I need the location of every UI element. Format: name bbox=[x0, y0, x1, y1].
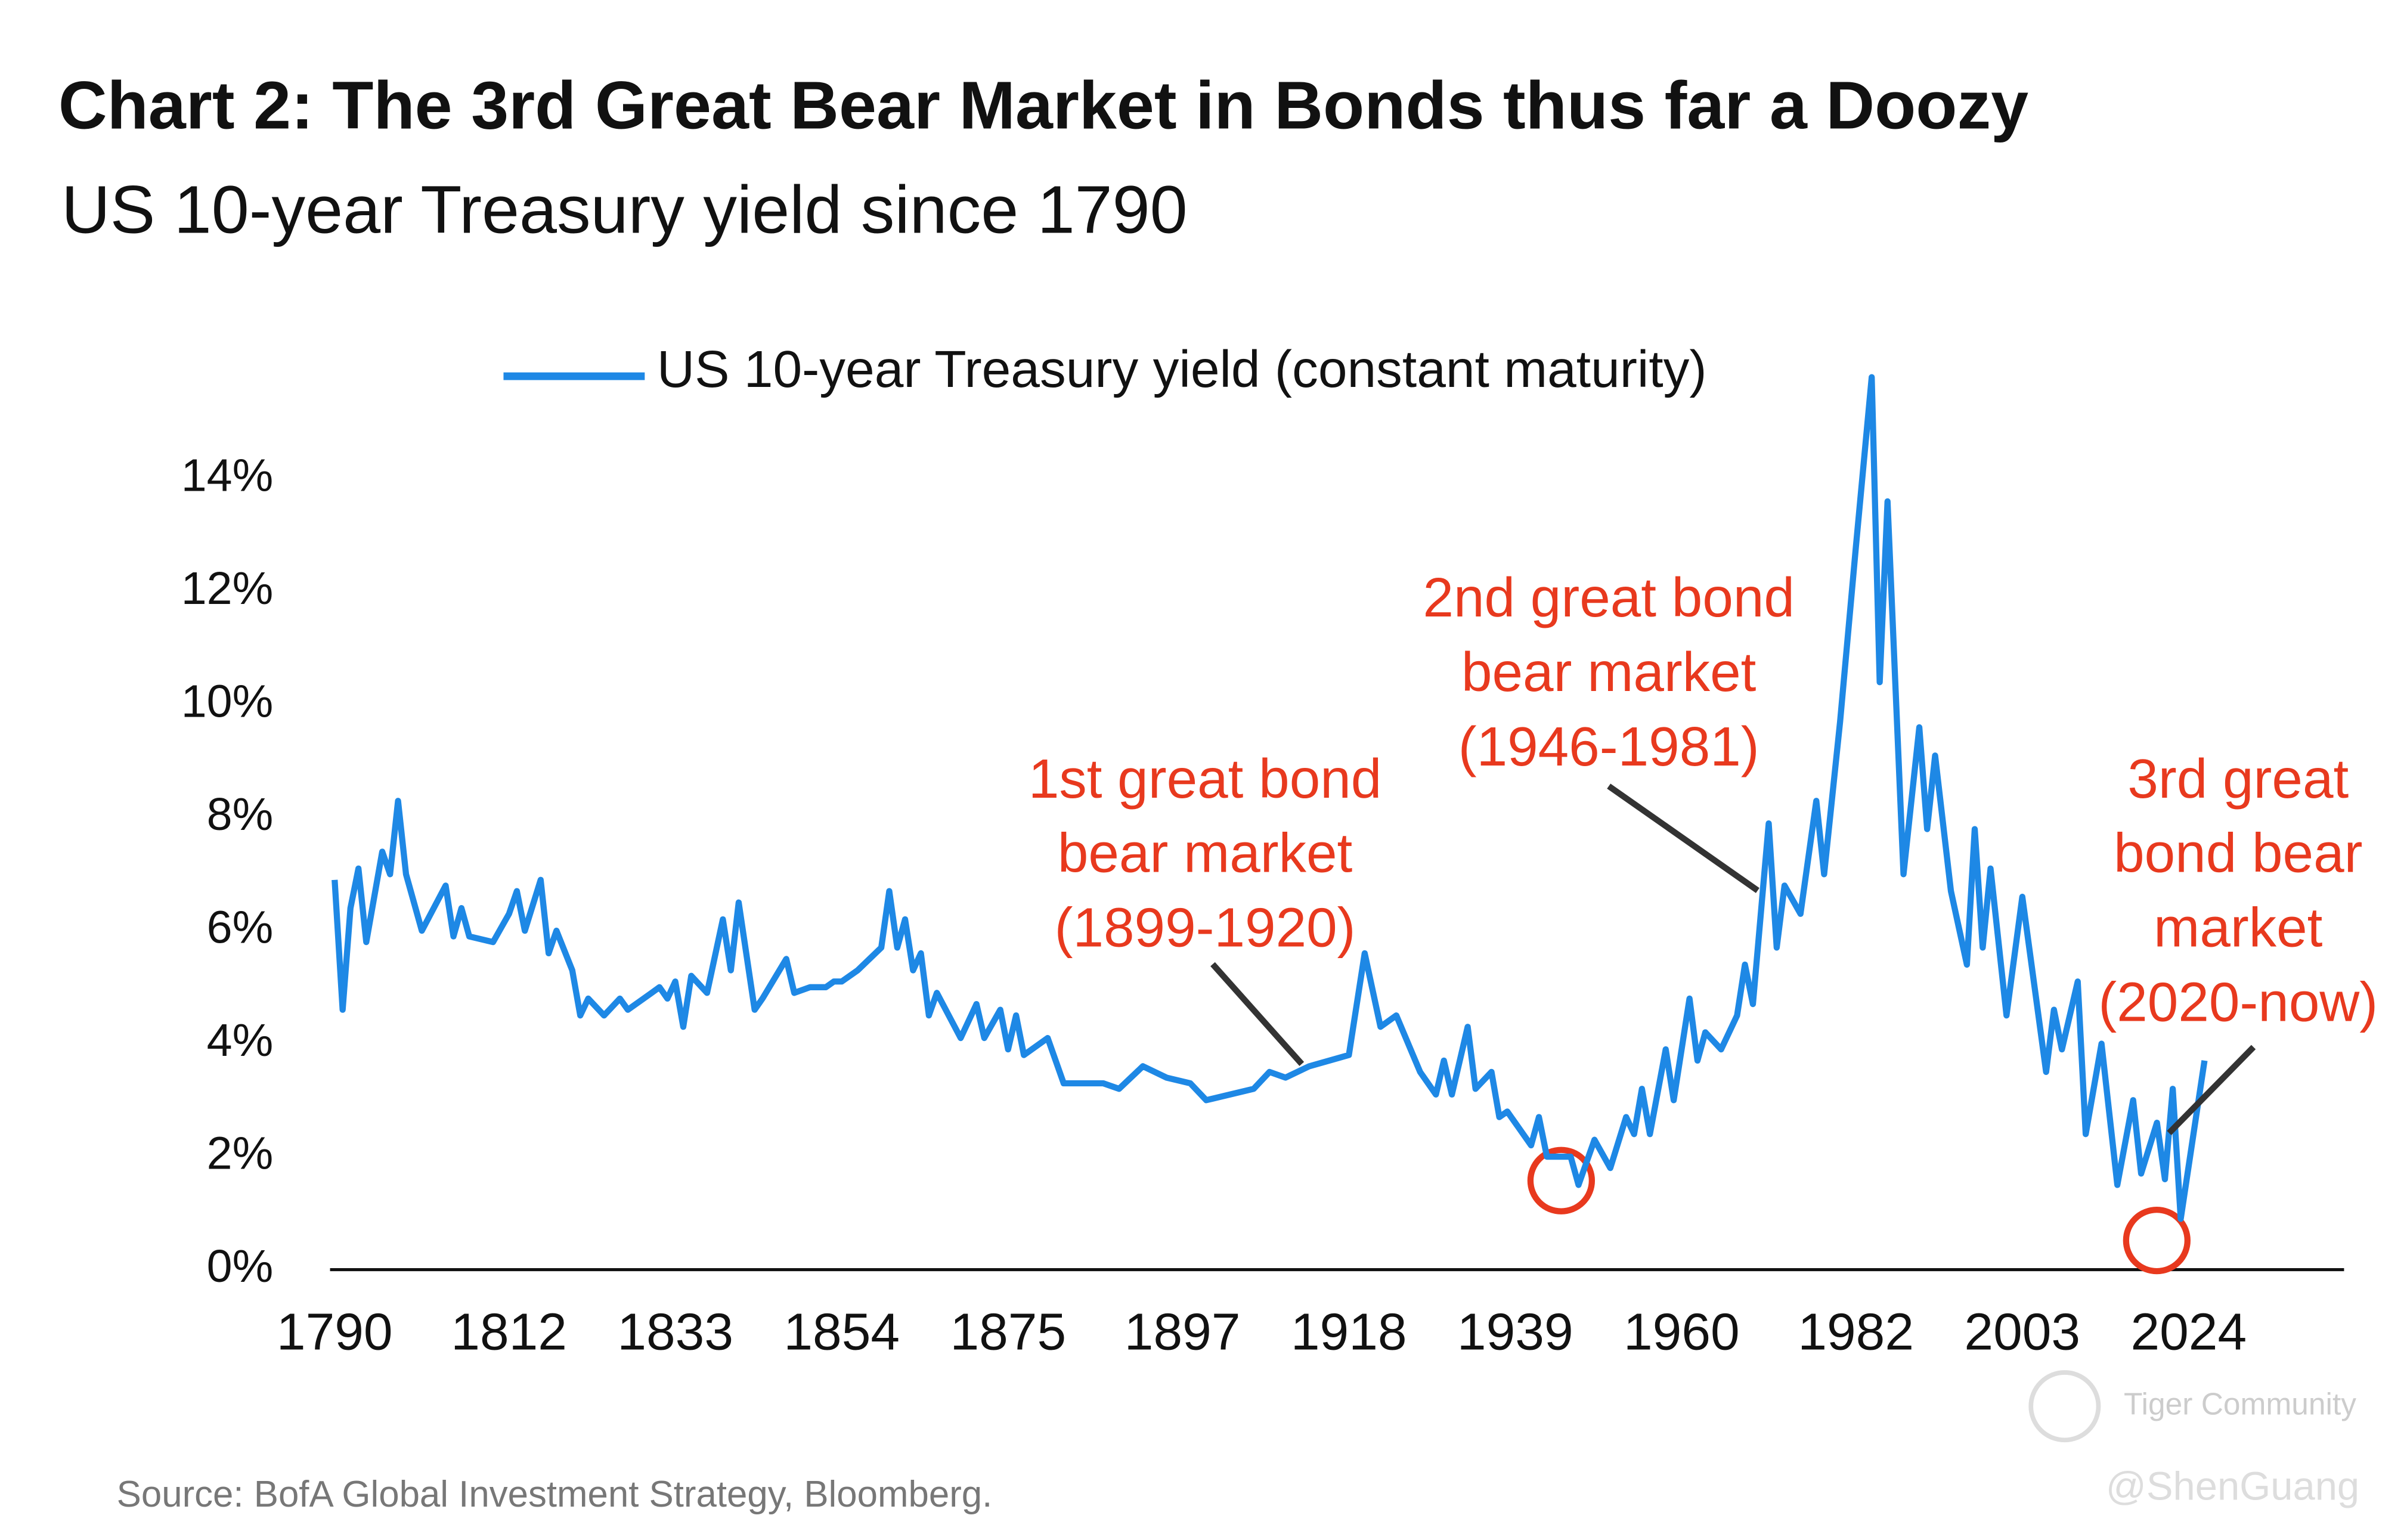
annotation: (2020-now) bbox=[2098, 971, 2378, 1033]
annotation: 1st great bond bbox=[1029, 748, 1382, 810]
y-tick-label: 0% bbox=[207, 1241, 274, 1292]
chart-subtitle: US 10-year Treasury yield since 1790 bbox=[61, 172, 1188, 248]
y-tick-label: 12% bbox=[181, 563, 274, 614]
y-tick-label: 2% bbox=[207, 1127, 274, 1179]
annotation: market bbox=[2154, 897, 2322, 959]
watermark: Tiger Community bbox=[2124, 1386, 2356, 1421]
x-tick-label: 2003 bbox=[1964, 1302, 2080, 1361]
x-tick-label: 2024 bbox=[2130, 1302, 2247, 1361]
y-tick-label: 14% bbox=[181, 450, 274, 501]
watermark: @ShenGuang bbox=[2106, 1464, 2359, 1508]
x-tick-label: 1918 bbox=[1291, 1302, 1407, 1361]
x-tick-label: 1854 bbox=[783, 1302, 900, 1361]
annotation: 2nd great bond bbox=[1423, 566, 1795, 628]
x-tick-label: 1790 bbox=[277, 1302, 393, 1361]
legend-label: US 10-year Treasury yield (constant matu… bbox=[657, 340, 1707, 398]
annotation: bear market bbox=[1058, 822, 1353, 884]
chart-title: Chart 2: The 3rd Great Bear Market in Bo… bbox=[58, 68, 2028, 144]
annotation: (1899-1920) bbox=[1055, 897, 1356, 959]
x-tick-label: 1833 bbox=[617, 1302, 733, 1361]
watermark-logo bbox=[2028, 1370, 2101, 1443]
annotation-pointer bbox=[1210, 962, 1305, 1066]
annotation: (1946-1981) bbox=[1458, 715, 1759, 777]
annotation-pointer bbox=[1607, 783, 1759, 893]
annotation: 3rd great bbox=[2127, 748, 2349, 810]
line-series bbox=[332, 374, 2208, 1222]
y-tick-label: 4% bbox=[207, 1015, 274, 1066]
y-tick-label: 8% bbox=[207, 789, 274, 840]
x-tick-label: 1982 bbox=[1798, 1302, 1914, 1361]
highlight-circle bbox=[1527, 1147, 1596, 1214]
x-tick-label: 1812 bbox=[451, 1302, 567, 1361]
x-tick-label: 1897 bbox=[1124, 1302, 1241, 1361]
annotation: bond bear bbox=[2114, 822, 2362, 884]
y-tick-label: 10% bbox=[181, 676, 274, 727]
x-tick-label: 1875 bbox=[950, 1302, 1066, 1361]
annotation: bear market bbox=[1461, 641, 1757, 703]
x-tick-label: 1939 bbox=[1457, 1302, 1573, 1361]
highlight-circle bbox=[2123, 1206, 2191, 1275]
y-tick-label: 6% bbox=[207, 901, 274, 953]
source: Source: BofA Global Investment Strategy,… bbox=[117, 1474, 993, 1515]
x-tick-label: 1960 bbox=[1624, 1302, 1740, 1361]
annotation-pointer bbox=[2167, 1045, 2256, 1136]
